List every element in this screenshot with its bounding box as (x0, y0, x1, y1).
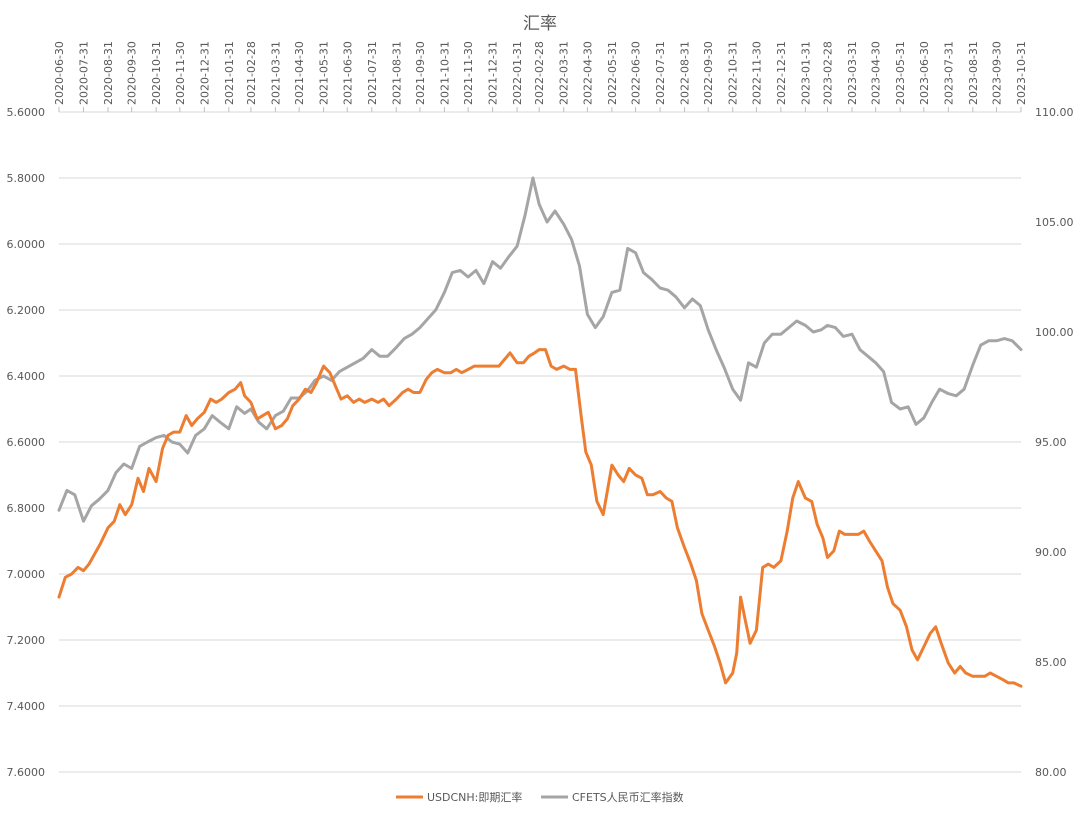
left-tick-label: 7.0000 (7, 568, 46, 581)
left-tick-label: 5.6000 (7, 106, 46, 119)
left-axis: 5.6000 5.8000 6.0000 6.2000 6.4000 6.6000 6.80… (7, 106, 46, 779)
x-tick-label: 2022-06-30 (630, 41, 643, 105)
left-tick-label: 5.8000 (7, 172, 46, 185)
right-tick-label: 90.00 (1035, 546, 1067, 559)
x-tick-label: 2022-07-31 (654, 41, 667, 105)
x-tick-label: 2021-02-28 (245, 41, 258, 105)
x-tick-label: 2022-04-30 (581, 41, 594, 105)
legend-label: CFETS人民币汇率指数 (572, 790, 684, 804)
x-tick-label: 2021-08-31 (390, 41, 403, 105)
left-tick-label: 7.2000 (7, 634, 46, 647)
x-tick-label: 2023-05-31 (894, 41, 907, 105)
x-tick-label: 2022-12-31 (775, 41, 788, 105)
x-tick-label: 2022-05-31 (606, 41, 619, 105)
top-date-axis: 2020-06-30 2020-07-31 2020-08-31 2020-09-30… (53, 41, 1028, 112)
x-tick-label: 2021-07-31 (366, 41, 379, 105)
right-tick-label: 95.00 (1035, 436, 1067, 449)
series-line-1 (57, 176, 1023, 523)
x-tick-label: 2020-07-31 (77, 41, 90, 105)
x-tick-label: 2021-10-31 (438, 41, 451, 105)
x-tick-label: 2022-03-31 (558, 41, 571, 105)
right-tick-label: 80.00 (1035, 766, 1067, 779)
left-tick-label: 6.6000 (7, 436, 46, 449)
x-tick-label: 2023-01-31 (799, 41, 812, 105)
x-tick-label: 2023-02-28 (821, 41, 834, 105)
gridlines (59, 111, 1021, 773)
x-tick-label: 2023-10-31 (1015, 41, 1028, 105)
x-tick-label: 2022-08-31 (679, 41, 692, 105)
right-tick-label: 100.00 (1035, 326, 1074, 339)
left-tick-label: 7.6000 (7, 766, 46, 779)
x-tick-label: 2023-08-31 (967, 41, 980, 105)
x-tick-label: 2022-10-31 (727, 41, 740, 105)
legend: USDCNH:即期汇率 CFETS人民币汇率指数 (396, 790, 684, 804)
right-axis: 110.00 105.00 100.00 95.00 90.00 85.00 80.00 (1035, 106, 1074, 779)
x-tick-label: 2021-05-31 (318, 41, 331, 105)
right-tick-label: 85.00 (1035, 656, 1067, 669)
x-tick-label: 2022-09-30 (702, 41, 715, 105)
left-tick-label: 6.0000 (7, 238, 46, 251)
x-tick-label: 2021-12-31 (487, 41, 500, 105)
right-tick-label: 105.00 (1035, 216, 1074, 229)
left-tick-label: 6.8000 (7, 502, 46, 515)
x-tick-label: 2023-03-31 (846, 41, 859, 105)
left-tick-label: 7.4000 (7, 700, 46, 713)
x-tick-label: 2023-09-30 (991, 41, 1004, 105)
left-tick-label: 6.4000 (7, 370, 46, 383)
x-tick-label: 2021-01-31 (223, 41, 236, 105)
series-line-0 (57, 348, 1023, 688)
legend-label: USDCNH:即期汇率 (427, 790, 522, 804)
x-tick-label: 2022-11-30 (750, 41, 763, 105)
x-tick-label: 2021-04-30 (293, 41, 306, 105)
x-tick-label: 2023-04-30 (870, 41, 883, 105)
x-tick-label: 2021-03-31 (269, 41, 282, 105)
x-tick-label: 2020-10-31 (150, 41, 163, 105)
x-tick-label: 2021-09-30 (414, 41, 427, 105)
x-tick-label: 2020-09-30 (126, 41, 139, 105)
x-tick-label: 2021-06-30 (341, 41, 354, 105)
left-tick-label: 6.2000 (7, 304, 46, 317)
x-tick-label: 2020-06-30 (53, 41, 66, 105)
x-tick-label: 2020-12-31 (198, 41, 211, 105)
chart-title: 汇率 (523, 14, 557, 34)
x-tick-label: 2022-01-31 (511, 41, 524, 105)
x-tick-label: 2020-11-30 (174, 41, 187, 105)
x-tick-label: 2023-07-31 (942, 41, 955, 105)
right-tick-label: 110.00 (1035, 106, 1074, 119)
series-layer (57, 176, 1023, 688)
x-tick-label: 2022-02-28 (533, 41, 546, 105)
x-tick-label: 2020-08-31 (102, 41, 115, 105)
x-tick-label: 2021-11-30 (462, 41, 475, 105)
x-tick-label: 2023-06-30 (918, 41, 931, 105)
